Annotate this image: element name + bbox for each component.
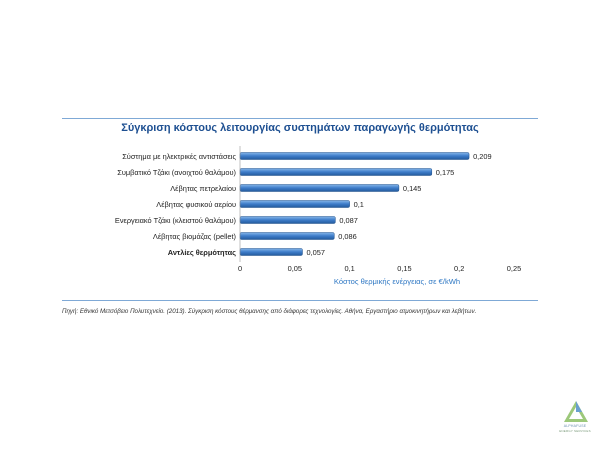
bar	[239, 200, 350, 208]
bar	[239, 168, 433, 176]
category-label: Λέβητας πετρελαίου	[170, 184, 236, 193]
x-tick-label: 0,05	[288, 264, 302, 273]
logo-brand-text: ALPHAFUSE	[563, 424, 587, 428]
bar	[239, 248, 303, 256]
x-tick-label: 0,1	[344, 264, 354, 273]
x-axis-title: Κόστος θερμικής ενέργειας, σε €/kWh	[334, 277, 460, 286]
category-label: Συμβατικό Τζάκι (ανοιχτού θαλάμου)	[117, 168, 236, 177]
source-note: Πηγή: Εθνικό Μετσόβειο Πολυτεχνείο. (201…	[62, 308, 477, 315]
x-tick-label: 0	[238, 264, 242, 273]
x-tick-label: 0,2	[454, 264, 464, 273]
category-label: Λέβητας φυσικού αερίου	[156, 200, 236, 209]
bar-value-label: 0,087	[339, 216, 358, 225]
category-label: Αντλίες θερμότητας	[168, 248, 236, 257]
frame-bottom-border	[62, 300, 538, 301]
bar-value-label: 0,175	[436, 168, 455, 177]
chart-title: Σύγκριση κόστους λειτουργίας συστημάτων …	[121, 122, 479, 134]
frame-top-border	[62, 118, 538, 119]
category-label: Λέβητας βιομάζας (pellet)	[153, 232, 236, 241]
bar	[239, 232, 335, 240]
bar-value-label: 0,1	[354, 200, 364, 209]
bar	[239, 216, 336, 224]
bar	[239, 184, 400, 192]
category-label: Ενεργειακό Τζάκι (κλειστού θαλάμου)	[115, 216, 236, 225]
x-tick-label: 0,15	[397, 264, 411, 273]
x-tick-label: 0,25	[507, 264, 521, 273]
bar	[239, 152, 470, 160]
bar-value-label: 0,057	[306, 248, 325, 257]
alphafuse-triangle-logo-icon	[564, 401, 588, 422]
bar-value-label: 0,086	[338, 232, 357, 241]
category-label: Σύστημα με ηλεκτρικές αντιστάσεις	[122, 152, 236, 161]
bar-value-label: 0,209	[473, 152, 492, 161]
bar-value-label: 0,145	[403, 184, 422, 193]
logo-tagline-text: ENERGY SERVICES	[559, 429, 591, 433]
